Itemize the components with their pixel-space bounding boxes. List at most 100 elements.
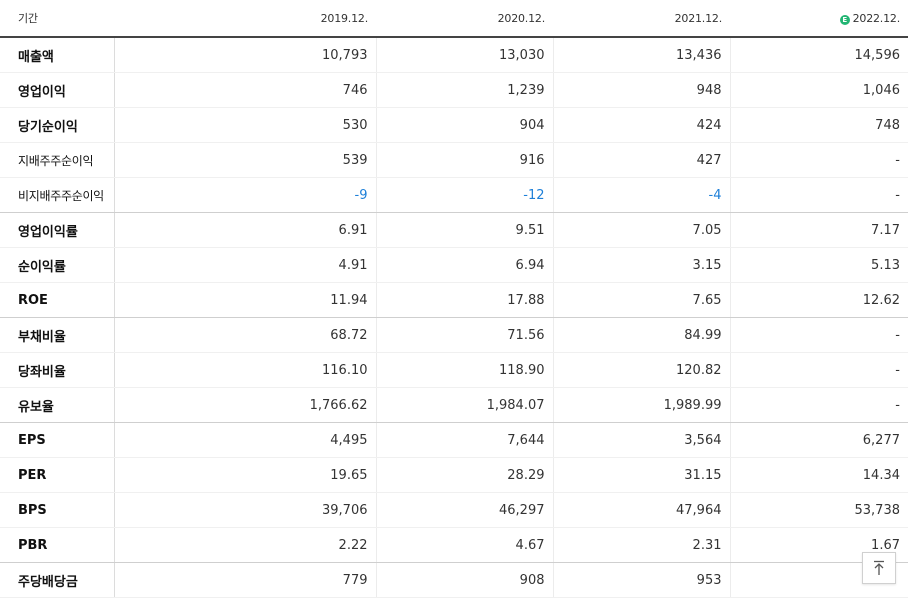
table-cell: - <box>729 352 908 388</box>
table-cell: 953 <box>552 562 730 598</box>
table-cell: 748 <box>729 107 908 143</box>
table-cell: 116.10 <box>113 352 376 388</box>
table-cell: 12.62 <box>729 282 908 318</box>
period-2021: 2021.12. <box>553 0 730 38</box>
table-row: PBR 2.22 4.67 2.31 1.67 <box>0 527 908 563</box>
row-label: 영업이익 <box>0 72 115 108</box>
row-label: 지배주주순이익 <box>0 142 115 178</box>
table-cell: 746 <box>113 72 376 108</box>
table-cell: 6.94 <box>375 247 553 283</box>
table-row: 영업이익률 6.91 9.51 7.05 7.17 <box>0 212 908 248</box>
table-cell: 28.29 <box>375 457 553 493</box>
table-cell: 46,297 <box>375 492 553 528</box>
table-cell: 10,793 <box>113 37 376 73</box>
table-cell: 4,495 <box>113 422 376 458</box>
table-row: PER 19.65 28.29 31.15 14.34 <box>0 457 908 493</box>
row-label: 주당배당금 <box>0 562 115 598</box>
table-cell: 779 <box>113 562 376 598</box>
row-label: 비지배주주순이익 <box>0 177 115 213</box>
table-row: 부채비율 68.72 71.56 84.99- <box>0 317 908 353</box>
table-cell: -9 <box>113 177 376 213</box>
table-row: EPS 4,495 7,644 3,564 6,277 <box>0 422 908 458</box>
table-cell: 3,564 <box>552 422 730 458</box>
row-label: ROE <box>0 282 115 318</box>
table-cell: 39,706 <box>113 492 376 528</box>
table-row: 주당배당금 779 908 953 <box>0 562 908 598</box>
scroll-to-top-button[interactable] <box>862 552 896 584</box>
table-row: 순이익률 4.91 6.94 3.15 5.13 <box>0 247 908 283</box>
table-cell: 3.15 <box>552 247 730 283</box>
table-cell: 71.56 <box>375 317 553 353</box>
table-cell: 1,989.99 <box>552 387 730 423</box>
table-cell: 1,239 <box>375 72 553 108</box>
row-label: PER <box>0 457 115 493</box>
row-label: 유보율 <box>0 387 115 423</box>
table-cell: 7.17 <box>729 212 908 248</box>
row-label: 부채비율 <box>0 317 115 353</box>
table-cell: - <box>729 387 908 423</box>
period-2022-estimate: E 2022.12. <box>730 0 908 38</box>
table-row: 당좌비율 116.10 118.90 120.82- <box>0 352 908 388</box>
table-cell: 7,644 <box>375 422 553 458</box>
table-row: BPS 39,706 46,297 47,964 53,738 <box>0 492 908 528</box>
period-header: 기간 <box>0 0 114 38</box>
table-cell: 7.65 <box>552 282 730 318</box>
table-cell: 5.13 <box>729 247 908 283</box>
table-row: 영업이익 746 1,239 948 1,046 <box>0 72 908 108</box>
table-row: ROE 11.94 17.88 7.65 12.62 <box>0 282 908 318</box>
table-cell: 1,984.07 <box>375 387 553 423</box>
table-cell: 31.15 <box>552 457 730 493</box>
table-cell: 6,277 <box>729 422 908 458</box>
row-label: 순이익률 <box>0 247 115 283</box>
row-label: BPS <box>0 492 115 528</box>
period-2019: 2019.12. <box>114 0 376 38</box>
table-cell: 13,436 <box>552 37 730 73</box>
table-cell: 9.51 <box>375 212 553 248</box>
table-cell: 4.91 <box>113 247 376 283</box>
table-cell: 13,030 <box>375 37 553 73</box>
table-cell: 2.22 <box>113 527 376 563</box>
row-label: 영업이익률 <box>0 212 115 248</box>
table-cell: 17.88 <box>375 282 553 318</box>
table-cell: 120.82 <box>552 352 730 388</box>
table-cell: 7.05 <box>552 212 730 248</box>
table-header-row: 기간 2019.12. 2020.12. 2021.12. E 2022.12. <box>0 0 908 38</box>
table-cell: 916 <box>375 142 553 178</box>
table-cell: 47,964 <box>552 492 730 528</box>
table-cell: 118.90 <box>375 352 553 388</box>
table-cell: 68.72 <box>113 317 376 353</box>
table-cell: 908 <box>375 562 553 598</box>
row-label: EPS <box>0 422 115 458</box>
table-cell: -4 <box>552 177 730 213</box>
period-2020: 2020.12. <box>376 0 553 38</box>
table-cell: 53,738 <box>729 492 908 528</box>
arrow-up-icon <box>874 560 884 575</box>
table-cell: 539 <box>113 142 376 178</box>
table-cell: 948 <box>552 72 730 108</box>
table-cell: 84.99 <box>552 317 730 353</box>
table-row: 지배주주순이익 539 916 427- <box>0 142 908 178</box>
row-label: 당좌비율 <box>0 352 115 388</box>
period-2022-label: 2022.12. <box>852 11 901 25</box>
table-cell: 6.91 <box>113 212 376 248</box>
row-label: 매출액 <box>0 37 115 73</box>
table-cell: 427 <box>552 142 730 178</box>
table-cell: -12 <box>375 177 553 213</box>
table-cell: - <box>729 317 908 353</box>
table-row: 유보율 1,766.62 1,984.07 1,989.99- <box>0 387 908 423</box>
table-cell: 14.34 <box>729 457 908 493</box>
table-cell: 530 <box>113 107 376 143</box>
table-cell: - <box>729 177 908 213</box>
table-row: 매출액 10,793 13,030 13,436 14,596 <box>0 37 908 73</box>
table-cell: 19.65 <box>113 457 376 493</box>
table-cell: - <box>729 142 908 178</box>
table-row: 비지배주주순이익 -9 -12 -4- <box>0 177 908 213</box>
table-cell: 4.67 <box>375 527 553 563</box>
estimate-icon: E <box>839 14 850 25</box>
table-cell: 14,596 <box>729 37 908 73</box>
table-row: 당기순이익 530 904 424 748 <box>0 107 908 143</box>
table-cell: 2.31 <box>552 527 730 563</box>
table-cell: 11.94 <box>113 282 376 318</box>
table-cell: 1,046 <box>729 72 908 108</box>
